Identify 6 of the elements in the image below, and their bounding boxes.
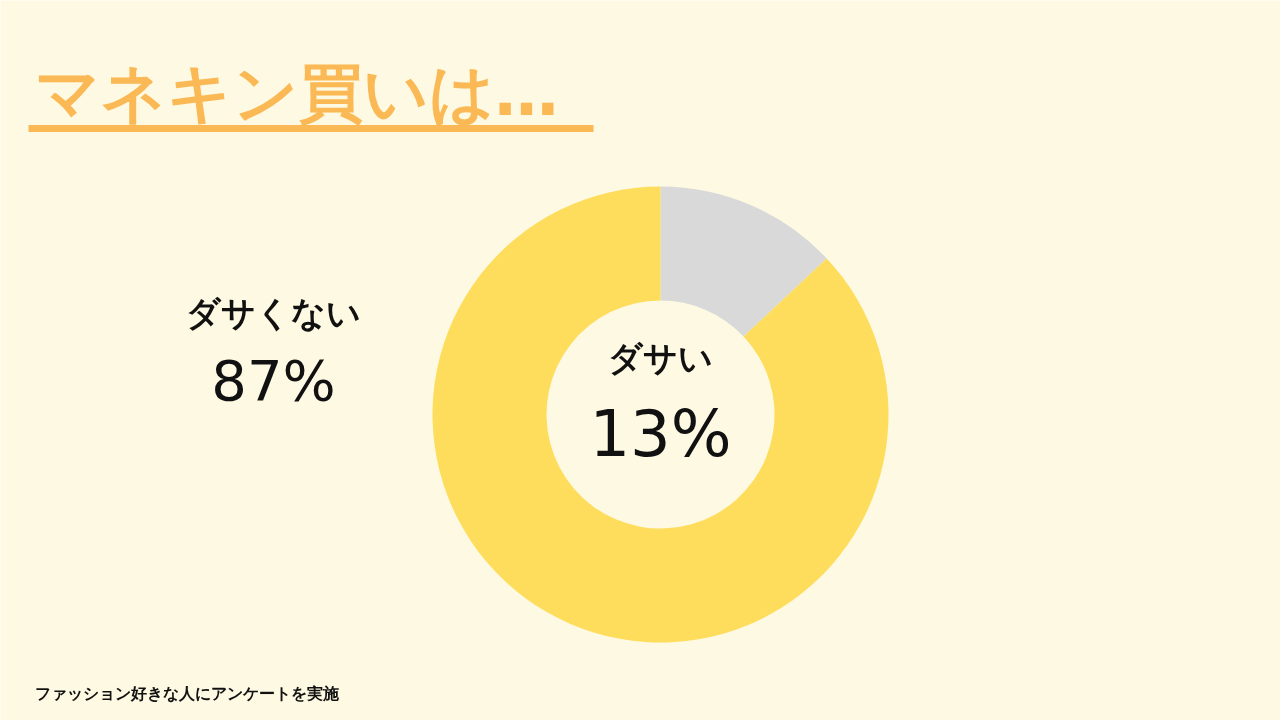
data-label: 87% [211, 348, 336, 413]
chart-title: マネキン買いは… [34, 55, 559, 130]
slice-label: ダサくない [186, 292, 361, 333]
slice-label: ダサい [608, 337, 713, 378]
text: ファッション好きな人にアンケートを実施 [34, 684, 340, 703]
data-label: 13% [589, 396, 732, 471]
